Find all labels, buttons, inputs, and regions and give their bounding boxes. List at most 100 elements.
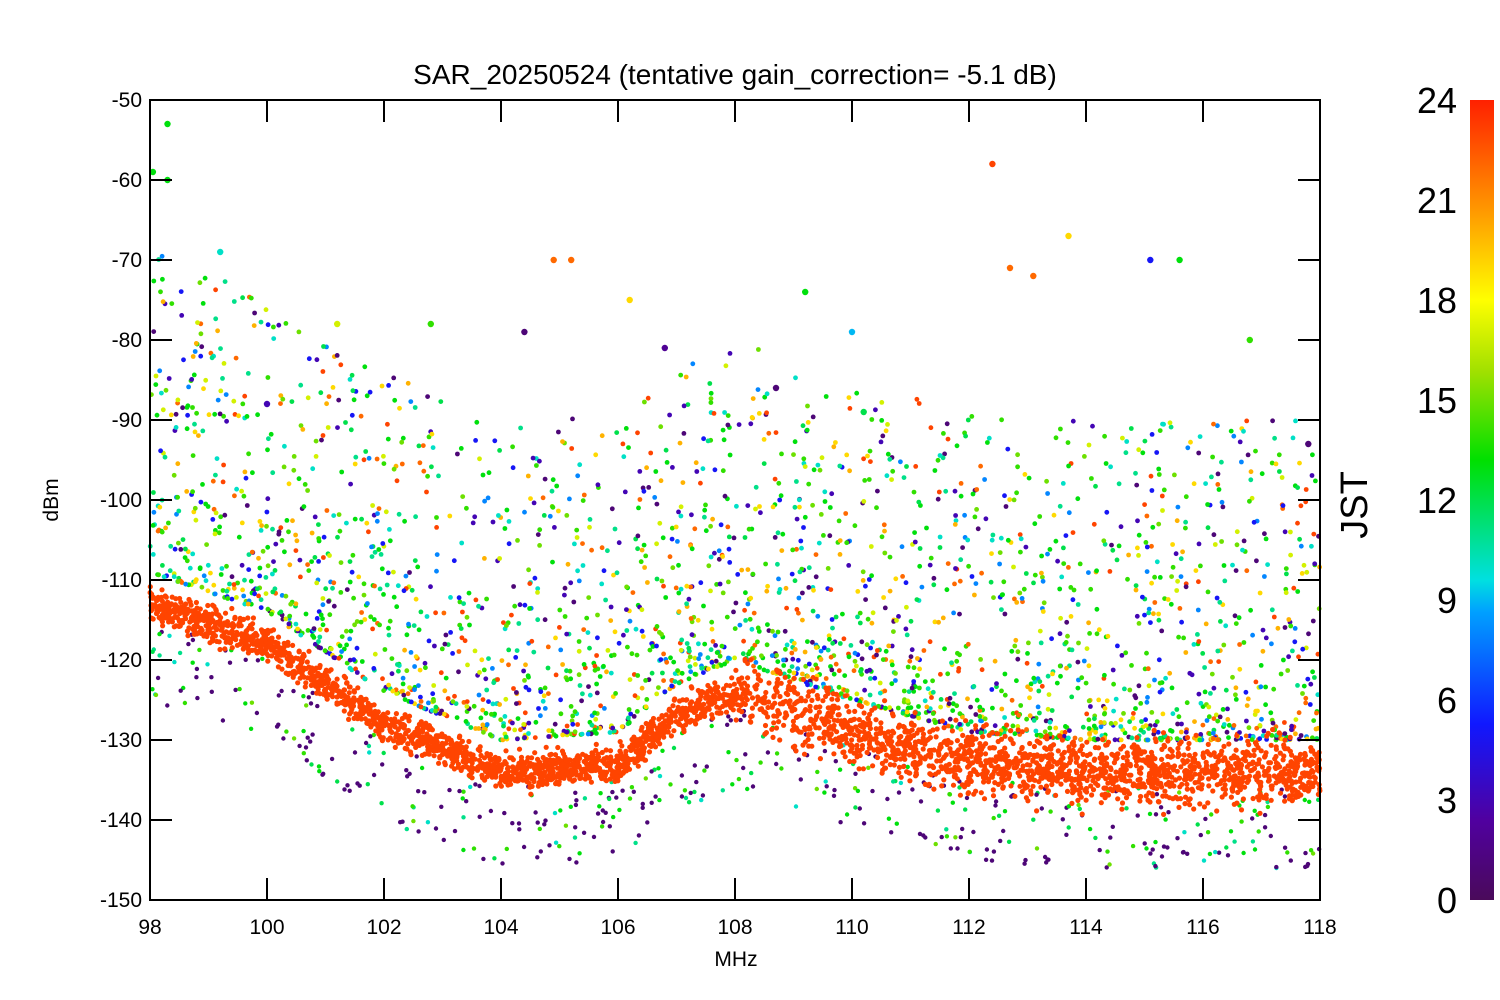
data-point <box>831 793 837 798</box>
data-point <box>1161 811 1167 818</box>
data-point <box>1268 742 1274 748</box>
data-point <box>734 503 739 509</box>
data-point <box>1300 691 1305 696</box>
data-point <box>434 552 440 557</box>
data-point <box>222 610 229 616</box>
data-point <box>833 736 839 742</box>
data-point <box>404 768 409 773</box>
data-point <box>684 601 689 607</box>
data-point <box>1027 713 1033 719</box>
data-point <box>316 764 322 769</box>
data-point <box>716 548 722 554</box>
data-point <box>1237 770 1243 776</box>
data-point <box>321 344 326 349</box>
data-point <box>1248 607 1253 613</box>
data-point <box>999 706 1005 712</box>
data-point <box>783 711 789 717</box>
data-point <box>176 508 182 514</box>
data-point <box>260 656 265 661</box>
data-point <box>350 727 355 732</box>
data-point <box>783 646 788 652</box>
data-point <box>1026 475 1032 481</box>
data-point <box>1276 730 1282 736</box>
data-point <box>198 353 204 359</box>
data-point <box>167 633 172 638</box>
data-point <box>949 728 956 734</box>
data-point <box>745 567 751 572</box>
data-point <box>276 531 282 537</box>
data-point <box>1198 832 1204 838</box>
data-point <box>157 368 163 374</box>
data-point <box>361 592 367 598</box>
data-point <box>1244 568 1250 574</box>
data-point <box>370 503 375 508</box>
data-point <box>1272 435 1277 441</box>
data-point <box>225 596 231 601</box>
data-point <box>745 786 750 792</box>
data-point <box>543 818 548 823</box>
data-point <box>1310 618 1316 624</box>
data-point <box>717 581 723 587</box>
data-point <box>1025 651 1030 656</box>
data-point <box>438 670 444 676</box>
data-point <box>705 682 711 689</box>
data-point <box>1269 733 1275 738</box>
data-point <box>686 596 692 602</box>
data-point <box>1116 481 1122 487</box>
data-point <box>714 650 720 655</box>
data-point <box>1057 631 1063 637</box>
data-point <box>1175 578 1180 584</box>
data-point <box>198 499 204 505</box>
data-point <box>921 648 927 653</box>
data-point <box>1123 450 1129 456</box>
data-point <box>1298 503 1304 509</box>
data-point <box>418 694 423 700</box>
data-point <box>1107 862 1112 867</box>
data-point <box>371 732 376 738</box>
data-point <box>365 782 370 787</box>
data-point <box>1118 724 1124 729</box>
data-point <box>1155 729 1161 735</box>
data-point <box>265 544 271 550</box>
data-point <box>774 653 779 658</box>
data-point <box>1259 764 1265 770</box>
data-point <box>661 651 666 657</box>
data-point <box>766 680 772 686</box>
data-point <box>1104 509 1110 515</box>
data-point <box>671 728 677 734</box>
data-point <box>481 856 486 862</box>
data-point <box>405 380 411 386</box>
data-point <box>460 764 466 770</box>
data-point <box>538 713 543 719</box>
data-point <box>1193 568 1199 573</box>
data-point <box>1238 807 1245 813</box>
data-point <box>370 626 375 632</box>
data-point <box>945 723 951 729</box>
data-point <box>556 508 561 514</box>
data-point <box>1030 757 1036 763</box>
data-point <box>692 671 698 677</box>
data-point <box>884 473 890 479</box>
data-point <box>708 396 714 401</box>
data-point <box>376 547 382 552</box>
data-point <box>1256 829 1261 834</box>
data-point <box>558 647 564 653</box>
data-point <box>479 657 485 663</box>
data-point <box>1179 721 1184 727</box>
data-point <box>646 485 652 490</box>
data-point <box>1034 732 1040 738</box>
data-point <box>1176 714 1182 720</box>
data-point <box>594 690 600 696</box>
data-point <box>563 823 569 828</box>
data-point <box>171 472 177 478</box>
data-point <box>999 417 1004 423</box>
data-point <box>1002 715 1007 720</box>
data-point <box>831 717 837 723</box>
data-point <box>541 693 547 699</box>
data-point <box>1196 579 1201 585</box>
data-point <box>1273 461 1279 467</box>
data-point <box>1017 773 1023 779</box>
data-point <box>690 361 696 367</box>
data-point <box>603 810 608 815</box>
data-point <box>910 713 915 719</box>
